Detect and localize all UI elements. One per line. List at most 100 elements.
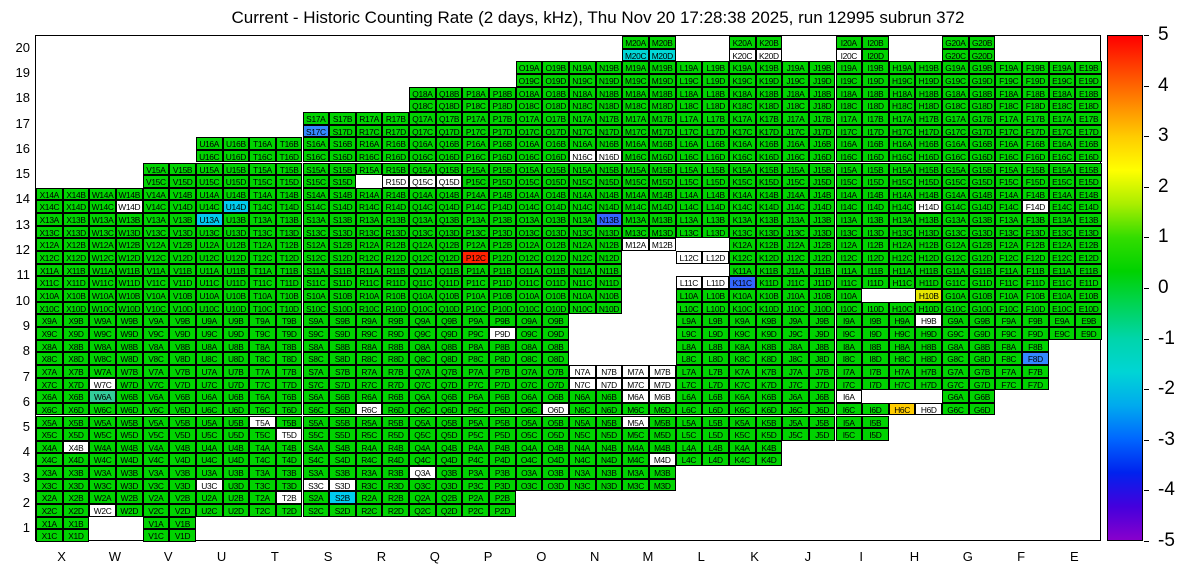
cell-Q2C: Q2C (409, 504, 436, 517)
cell-W2C: W2C (89, 504, 116, 517)
cell-X6C: X6C (36, 402, 63, 416)
cell-N4C: N4C (569, 453, 596, 467)
cell-F13B: F13B (1022, 213, 1049, 226)
cell-Q15A: Q15A (409, 162, 436, 176)
cell-W2A: W2A (89, 491, 116, 505)
cell-Q2B: Q2B (435, 491, 463, 505)
cell-W9A: W9A (89, 314, 116, 327)
cell-R17D: R17D (382, 124, 410, 138)
cell-S16C: S16C (302, 149, 330, 163)
cell-W8B: W8B (115, 339, 143, 353)
x-axis-label-X: X (57, 549, 66, 564)
cell-F15D: F15D (1022, 175, 1049, 188)
cell-F9D: F9D (1022, 326, 1049, 340)
cell-E15D: E15D (1075, 175, 1102, 188)
cell-T3A: T3A (249, 466, 276, 479)
cell-T7B: T7B (275, 364, 303, 378)
cell-V1C: V1C (142, 529, 170, 542)
cell-P18B: P18B (489, 86, 516, 100)
cell-N17B: N17B (595, 111, 623, 125)
cell-V3A: V3A (142, 466, 170, 479)
cell-V14C: V14C (142, 200, 170, 214)
cell-M16C: M16C (622, 149, 649, 163)
cell-F16B: F16B (1022, 137, 1049, 150)
cell-U14B: U14B (222, 187, 250, 201)
cell-O12D: O12D (542, 251, 569, 264)
cell-O3A: O3A (515, 466, 543, 479)
cell-T15C: T15C (249, 175, 276, 188)
cell-I20D: I20D (862, 48, 889, 62)
cell-P18C: P18C (462, 99, 490, 112)
cell-K18B: K18B (755, 86, 783, 100)
cell-W4B: W4B (115, 440, 143, 454)
cell-N11A: N11A (569, 263, 596, 277)
cell-T3D: T3D (275, 478, 303, 492)
cell-T14A: T14A (249, 187, 276, 201)
cell-S9B: S9B (329, 314, 356, 327)
cell-K5C: K5C (728, 428, 756, 441)
cell-W4C: W4C (89, 453, 116, 467)
cell-G13A: G13A (942, 213, 969, 226)
y-axis-label-13: 13 (15, 216, 30, 232)
cell-V9C: V9C (142, 326, 170, 340)
cell-N13D: N13D (595, 225, 623, 239)
cell-P15A: P15A (462, 162, 490, 176)
cell-Q9C: Q9C (409, 326, 436, 340)
cell-J19B: J19B (808, 61, 836, 74)
cell-F19D: F19D (1022, 73, 1049, 87)
cell-U9D: U9D (222, 326, 250, 340)
cell-T4C: T4C (249, 453, 276, 467)
cell-Q17C: Q17C (409, 124, 436, 138)
cell-T5C: T5C (249, 428, 276, 441)
cell-V2B: V2B (169, 491, 196, 505)
cell-H15C: H15C (888, 175, 916, 188)
cell-K8A: K8A (728, 339, 756, 353)
cell-W10A: W10A (89, 289, 116, 302)
cell-J15D: J15D (808, 175, 836, 188)
cell-R8C: R8C (355, 352, 383, 365)
cell-S10D: S10D (329, 301, 356, 315)
cell-W14D: W14D (115, 200, 143, 214)
cell-H15B: H15B (915, 162, 943, 176)
cell-O14D: O14D (542, 200, 569, 214)
cell-H17A: H17A (888, 111, 916, 125)
cell-J12C: J12C (782, 251, 809, 264)
cell-K10C: K10C (728, 301, 756, 315)
cell-U2B: U2B (222, 491, 250, 505)
cell-O7C: O7C (515, 377, 543, 391)
cell-N18B: N18B (595, 86, 623, 100)
cell-J8C: J8C (782, 352, 809, 365)
cell-L13B: L13B (702, 213, 729, 226)
cell-G14C: G14C (942, 200, 969, 214)
cell-M14B: M14B (648, 187, 676, 201)
cell-K18D: K18D (755, 99, 783, 112)
cell-O7D: O7D (542, 377, 569, 391)
cell-Q18B: Q18B (435, 86, 463, 100)
cell-J15C: J15C (782, 175, 809, 188)
cell-O8C: O8C (515, 352, 543, 365)
cell-N12B: N12B (595, 238, 623, 252)
cell-W10C: W10C (89, 301, 116, 315)
cell-K8C: K8C (728, 352, 756, 365)
cell-T12B: T12B (275, 238, 303, 252)
cell-M20A: M20A (622, 36, 649, 49)
cell-M13A: M13A (622, 213, 649, 226)
cell-I17B: I17B (862, 111, 889, 125)
cell-Q14A: Q14A (409, 187, 436, 201)
cell-R2C: R2C (355, 504, 383, 517)
cell-G11B: G11B (968, 263, 996, 277)
cell-K4C: K4C (728, 453, 756, 467)
cell-K5A: K5A (728, 415, 756, 429)
cell-Q13D: Q13D (435, 225, 463, 239)
cell-W10D: W10D (115, 301, 143, 315)
cell-O4B: O4B (542, 440, 569, 454)
cell-O16A: O16A (515, 137, 543, 150)
cell-I5A: I5A (835, 415, 863, 429)
cell-J7B: J7B (808, 364, 836, 378)
cell-P17D: P17D (489, 124, 516, 138)
cell-V6C: V6C (142, 402, 170, 416)
cell-P11C: P11C (462, 276, 490, 289)
cell-O19A: O19A (515, 61, 543, 74)
cell-S11A: S11A (302, 263, 330, 277)
cell-V8C: V8C (142, 352, 170, 365)
